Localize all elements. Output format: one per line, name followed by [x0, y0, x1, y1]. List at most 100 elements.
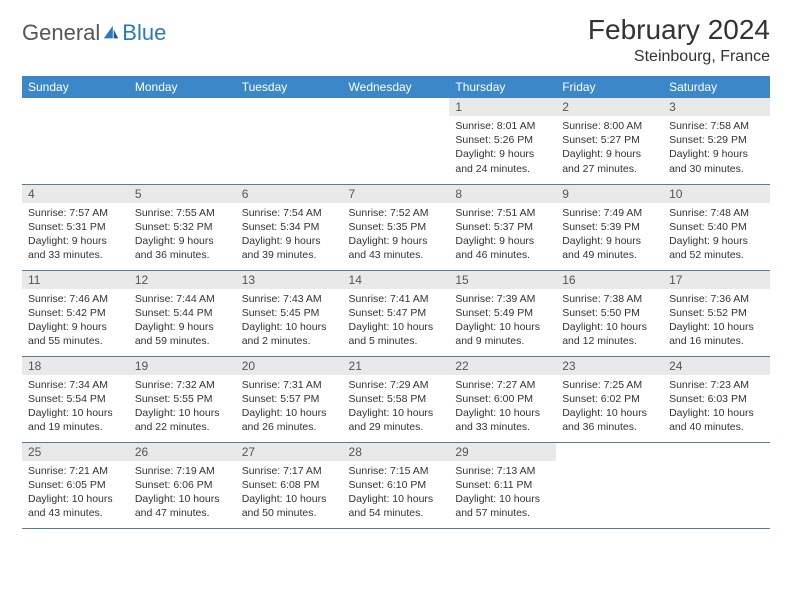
day-details: Sunrise: 7:46 AMSunset: 5:42 PMDaylight:…: [22, 289, 129, 355]
day-details: Sunrise: 7:23 AMSunset: 6:03 PMDaylight:…: [663, 375, 770, 441]
title-block: February 2024 Steinbourg, France: [588, 14, 770, 66]
calendar-cell: 29Sunrise: 7:13 AMSunset: 6:11 PMDayligh…: [449, 442, 556, 528]
day-number: 2: [556, 98, 663, 116]
day-details: Sunrise: 7:58 AMSunset: 5:29 PMDaylight:…: [663, 116, 770, 182]
day-details: Sunrise: 7:27 AMSunset: 6:00 PMDaylight:…: [449, 375, 556, 441]
calendar-cell: [556, 442, 663, 528]
day-details: Sunrise: 7:19 AMSunset: 6:06 PMDaylight:…: [129, 461, 236, 527]
calendar-cell: 25Sunrise: 7:21 AMSunset: 6:05 PMDayligh…: [22, 442, 129, 528]
day-number: 15: [449, 271, 556, 289]
day-details: Sunrise: 7:36 AMSunset: 5:52 PMDaylight:…: [663, 289, 770, 355]
day-number: 26: [129, 443, 236, 461]
day-details: Sunrise: 7:34 AMSunset: 5:54 PMDaylight:…: [22, 375, 129, 441]
day-details: Sunrise: 7:15 AMSunset: 6:10 PMDaylight:…: [343, 461, 450, 527]
day-number: 14: [343, 271, 450, 289]
day-header: Monday: [129, 76, 236, 98]
calendar-table: Sunday Monday Tuesday Wednesday Thursday…: [22, 76, 770, 529]
day-header-row: Sunday Monday Tuesday Wednesday Thursday…: [22, 76, 770, 98]
day-details: Sunrise: 8:01 AMSunset: 5:26 PMDaylight:…: [449, 116, 556, 182]
calendar-cell: 15Sunrise: 7:39 AMSunset: 5:49 PMDayligh…: [449, 270, 556, 356]
calendar-cell: 8Sunrise: 7:51 AMSunset: 5:37 PMDaylight…: [449, 184, 556, 270]
calendar-cell: 17Sunrise: 7:36 AMSunset: 5:52 PMDayligh…: [663, 270, 770, 356]
day-details: Sunrise: 7:52 AMSunset: 5:35 PMDaylight:…: [343, 203, 450, 269]
calendar-cell: 1Sunrise: 8:01 AMSunset: 5:26 PMDaylight…: [449, 98, 556, 184]
day-details: Sunrise: 7:44 AMSunset: 5:44 PMDaylight:…: [129, 289, 236, 355]
calendar-cell: 24Sunrise: 7:23 AMSunset: 6:03 PMDayligh…: [663, 356, 770, 442]
month-title: February 2024: [588, 14, 770, 46]
calendar-cell: 9Sunrise: 7:49 AMSunset: 5:39 PMDaylight…: [556, 184, 663, 270]
calendar-cell: [343, 98, 450, 184]
day-details: Sunrise: 7:43 AMSunset: 5:45 PMDaylight:…: [236, 289, 343, 355]
day-number: 23: [556, 357, 663, 375]
day-number: 17: [663, 271, 770, 289]
day-number: 4: [22, 185, 129, 203]
day-details: Sunrise: 8:00 AMSunset: 5:27 PMDaylight:…: [556, 116, 663, 182]
day-details: Sunrise: 7:32 AMSunset: 5:55 PMDaylight:…: [129, 375, 236, 441]
day-number: 11: [22, 271, 129, 289]
day-number: 20: [236, 357, 343, 375]
day-number: 24: [663, 357, 770, 375]
day-details: Sunrise: 7:49 AMSunset: 5:39 PMDaylight:…: [556, 203, 663, 269]
day-number: 21: [343, 357, 450, 375]
day-number: 16: [556, 271, 663, 289]
calendar-cell: 10Sunrise: 7:48 AMSunset: 5:40 PMDayligh…: [663, 184, 770, 270]
location-label: Steinbourg, France: [588, 48, 770, 66]
calendar-row: 18Sunrise: 7:34 AMSunset: 5:54 PMDayligh…: [22, 356, 770, 442]
day-number: 6: [236, 185, 343, 203]
calendar-cell: 13Sunrise: 7:43 AMSunset: 5:45 PMDayligh…: [236, 270, 343, 356]
brand-part2: Blue: [122, 20, 166, 46]
day-header: Sunday: [22, 76, 129, 98]
calendar-cell: 26Sunrise: 7:19 AMSunset: 6:06 PMDayligh…: [129, 442, 236, 528]
day-number: 9: [556, 185, 663, 203]
day-number: 28: [343, 443, 450, 461]
calendar-page: General Blue February 2024 Steinbourg, F…: [0, 0, 792, 543]
calendar-row: 1Sunrise: 8:01 AMSunset: 5:26 PMDaylight…: [22, 98, 770, 184]
day-details: Sunrise: 7:21 AMSunset: 6:05 PMDaylight:…: [22, 461, 129, 527]
day-details: Sunrise: 7:55 AMSunset: 5:32 PMDaylight:…: [129, 203, 236, 269]
day-number: 22: [449, 357, 556, 375]
day-number: 1: [449, 98, 556, 116]
day-details: Sunrise: 7:38 AMSunset: 5:50 PMDaylight:…: [556, 289, 663, 355]
day-details: Sunrise: 7:48 AMSunset: 5:40 PMDaylight:…: [663, 203, 770, 269]
day-details: Sunrise: 7:29 AMSunset: 5:58 PMDaylight:…: [343, 375, 450, 441]
day-details: Sunrise: 7:41 AMSunset: 5:47 PMDaylight:…: [343, 289, 450, 355]
calendar-cell: [663, 442, 770, 528]
day-header: Friday: [556, 76, 663, 98]
day-header: Tuesday: [236, 76, 343, 98]
calendar-cell: 23Sunrise: 7:25 AMSunset: 6:02 PMDayligh…: [556, 356, 663, 442]
calendar-cell: 16Sunrise: 7:38 AMSunset: 5:50 PMDayligh…: [556, 270, 663, 356]
day-number: 27: [236, 443, 343, 461]
day-number: 5: [129, 185, 236, 203]
calendar-cell: [236, 98, 343, 184]
day-details: Sunrise: 7:17 AMSunset: 6:08 PMDaylight:…: [236, 461, 343, 527]
calendar-cell: 3Sunrise: 7:58 AMSunset: 5:29 PMDaylight…: [663, 98, 770, 184]
calendar-cell: 22Sunrise: 7:27 AMSunset: 6:00 PMDayligh…: [449, 356, 556, 442]
sail-icon: [102, 24, 120, 42]
calendar-cell: 2Sunrise: 8:00 AMSunset: 5:27 PMDaylight…: [556, 98, 663, 184]
day-details: Sunrise: 7:54 AMSunset: 5:34 PMDaylight:…: [236, 203, 343, 269]
day-header: Wednesday: [343, 76, 450, 98]
calendar-cell: 5Sunrise: 7:55 AMSunset: 5:32 PMDaylight…: [129, 184, 236, 270]
day-number: 10: [663, 185, 770, 203]
day-header: Thursday: [449, 76, 556, 98]
calendar-cell: 12Sunrise: 7:44 AMSunset: 5:44 PMDayligh…: [129, 270, 236, 356]
day-number: 25: [22, 443, 129, 461]
day-number: 29: [449, 443, 556, 461]
day-details: Sunrise: 7:57 AMSunset: 5:31 PMDaylight:…: [22, 203, 129, 269]
calendar-cell: 11Sunrise: 7:46 AMSunset: 5:42 PMDayligh…: [22, 270, 129, 356]
calendar-cell: 14Sunrise: 7:41 AMSunset: 5:47 PMDayligh…: [343, 270, 450, 356]
day-details: Sunrise: 7:39 AMSunset: 5:49 PMDaylight:…: [449, 289, 556, 355]
day-header: Saturday: [663, 76, 770, 98]
header: General Blue February 2024 Steinbourg, F…: [22, 14, 770, 66]
calendar-cell: 27Sunrise: 7:17 AMSunset: 6:08 PMDayligh…: [236, 442, 343, 528]
day-number: 18: [22, 357, 129, 375]
brand-logo: General Blue: [22, 20, 166, 46]
day-details: Sunrise: 7:25 AMSunset: 6:02 PMDaylight:…: [556, 375, 663, 441]
calendar-row: 11Sunrise: 7:46 AMSunset: 5:42 PMDayligh…: [22, 270, 770, 356]
day-details: Sunrise: 7:13 AMSunset: 6:11 PMDaylight:…: [449, 461, 556, 527]
calendar-cell: 21Sunrise: 7:29 AMSunset: 5:58 PMDayligh…: [343, 356, 450, 442]
day-details: Sunrise: 7:51 AMSunset: 5:37 PMDaylight:…: [449, 203, 556, 269]
calendar-cell: [22, 98, 129, 184]
calendar-cell: 18Sunrise: 7:34 AMSunset: 5:54 PMDayligh…: [22, 356, 129, 442]
calendar-cell: 6Sunrise: 7:54 AMSunset: 5:34 PMDaylight…: [236, 184, 343, 270]
